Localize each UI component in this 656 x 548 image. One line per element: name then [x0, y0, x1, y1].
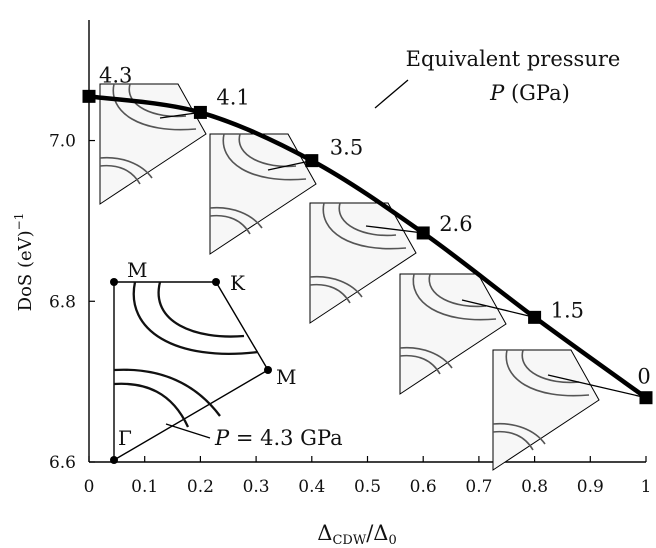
x-tick-label: 0.8: [521, 477, 548, 497]
fermi-contour: [412, 273, 497, 321]
corner-dot: [110, 456, 118, 464]
x-tick-label: 0.9: [577, 477, 604, 497]
data-point: [305, 154, 319, 168]
data-point: [416, 226, 430, 240]
corner-label-gamma: Γ: [118, 426, 132, 450]
fermi-surface-insets: [99, 83, 647, 471]
fermi-contour: [428, 273, 487, 308]
fermi-contour: [322, 202, 407, 250]
corner-label-m-right: M: [276, 365, 296, 389]
inset-leader: [547, 374, 647, 399]
corner-dot: [110, 278, 118, 286]
fermi-contour: [222, 133, 307, 181]
fermi-inset: [99, 83, 207, 205]
fermi-contour: [309, 283, 351, 304]
y-tick-label: 6.6: [49, 453, 76, 473]
fermi-contour: [99, 156, 153, 179]
corner-dot: [212, 278, 220, 286]
data-point: [82, 89, 96, 103]
fermi-contour: [209, 206, 263, 229]
data-point: [639, 391, 653, 405]
y-ticks: 6.6 6.8 7.0: [49, 132, 95, 473]
x-tick-label: 0.5: [354, 477, 381, 497]
point-label: 4.1: [216, 85, 249, 109]
annotation-units: P (GPa): [489, 81, 570, 105]
x-tick-label: 0.7: [465, 477, 492, 497]
fermi-contour: [338, 202, 397, 237]
point-label: 2.6: [439, 212, 472, 236]
point-label: 3.5: [330, 136, 363, 160]
data-point: [528, 310, 542, 324]
inset-leader: [159, 111, 201, 119]
y-tick-label: 6.8: [49, 292, 76, 312]
annotation-title: Equivalent pressure: [406, 47, 621, 71]
x-tick-label: 0.3: [243, 477, 270, 497]
fermi-inset-frame: [99, 83, 207, 205]
x-tick-label: 0.1: [131, 477, 158, 497]
fermi-contour: [492, 422, 546, 445]
inset-leader: [267, 160, 312, 171]
x-axis-label: ΔCDW/Δ0: [317, 521, 396, 548]
y-tick-label: 7.0: [49, 132, 76, 152]
corner-label-m-top: M: [127, 258, 147, 282]
fermi-inset: [399, 273, 507, 395]
annotation-leader: [374, 79, 409, 109]
fermi-contour: [505, 349, 590, 397]
fermi-inset-frame: [492, 349, 600, 471]
fermi-inset: [492, 349, 600, 471]
fermi-inset: [309, 202, 417, 324]
data-point: [193, 105, 207, 119]
series: 4.3 4.1 3.5 2.6 1.5 0: [82, 63, 653, 405]
inset-label-leader: [165, 423, 211, 439]
large-inset-contours: [113, 281, 259, 428]
inset-leader: [365, 225, 424, 234]
fermi-contour: [128, 83, 187, 118]
fermi-contour: [99, 164, 141, 185]
x-tick-label: 1: [641, 477, 652, 497]
x-tick-label: 0.4: [298, 477, 325, 497]
point-label: 4.3: [99, 63, 132, 87]
x-ticks: 0 0.1 0.2 0.3 0.4 0.5 0.6 0.7 0.8 0.9 1: [84, 456, 652, 497]
fermi-inset: [209, 133, 317, 255]
fermi-contour: [399, 354, 441, 375]
fermi-contour: [492, 430, 534, 451]
inset-pressure-label: P = 4.3 GPa: [214, 426, 343, 450]
fermi-contour: [112, 83, 197, 131]
inset-leader: [461, 299, 535, 318]
fermi-contour: [309, 275, 363, 298]
fermi-contour: [209, 214, 251, 235]
x-tick-label: 0.2: [187, 477, 214, 497]
corner-dot: [264, 366, 272, 374]
large-inset: M K M Γ P = 4.3 GPa: [110, 258, 343, 464]
fermi-contour: [399, 346, 453, 369]
fermi-contour: [521, 349, 580, 384]
point-label: 0: [637, 365, 650, 389]
point-label: 1.5: [551, 298, 584, 322]
y-axis-label: DoS (eV)−1: [12, 213, 36, 312]
fermi-inset-frame: [309, 202, 417, 324]
x-tick-label: 0: [84, 477, 95, 497]
corner-label-k: K: [230, 271, 246, 295]
x-tick-label: 0.6: [410, 477, 437, 497]
